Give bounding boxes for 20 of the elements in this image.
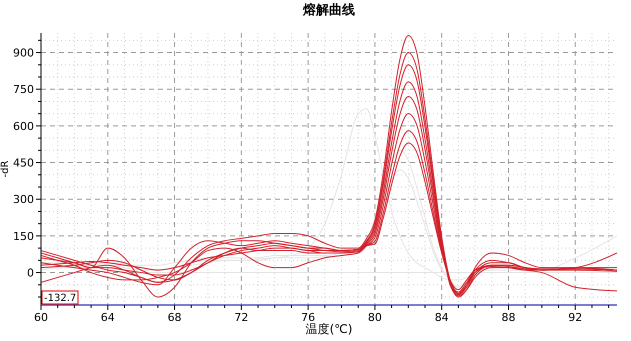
y-tick-label: 150 — [13, 230, 34, 243]
chart-title: 熔解曲线 — [302, 2, 355, 18]
y-tick-label: 0 — [27, 266, 34, 280]
y-tick-label: 300 — [13, 193, 34, 206]
y-tick-label: 900 — [13, 46, 34, 60]
x-tick-label: 72 — [234, 311, 248, 324]
y-tick-label: 600 — [13, 120, 34, 133]
annotation: -132.7 — [44, 293, 76, 304]
x-tick-label: 80 — [368, 311, 382, 324]
y-axis-title: -dR — [0, 160, 11, 178]
x-tick-label: 92 — [568, 311, 582, 324]
x-axis-title: 温度(℃) — [306, 322, 352, 336]
x-tick-label: 60 — [34, 311, 48, 324]
x-tick-label: 76 — [301, 311, 316, 324]
x-tick-label: 64 — [100, 311, 115, 324]
y-tick-label: 750 — [13, 83, 34, 96]
x-tick-label: 84 — [434, 311, 449, 324]
x-tick-label: 88 — [501, 311, 516, 324]
x-tick-label: 68 — [168, 311, 182, 324]
y-tick-label: 450 — [13, 156, 34, 170]
